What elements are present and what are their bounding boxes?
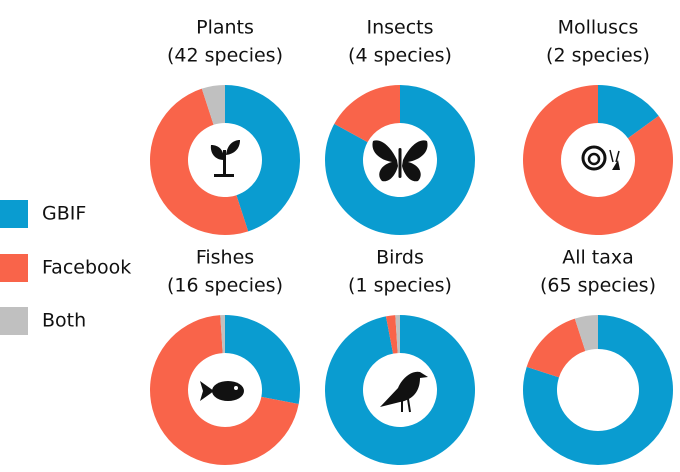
texts: Plants (42 species) Insects (4 species) Moll… bbox=[0, 17, 656, 335]
icons bbox=[200, 140, 620, 413]
donut-slice bbox=[526, 318, 586, 378]
donut-slice bbox=[201, 85, 225, 125]
legend-label: Facebook bbox=[42, 257, 131, 279]
legend-swatch bbox=[0, 254, 28, 282]
donut-slice bbox=[334, 85, 400, 143]
snail-icon bbox=[578, 145, 620, 171]
chart-subtitle: (65 species) bbox=[540, 275, 656, 297]
chart-subtitle: (42 species) bbox=[167, 45, 283, 67]
chart-title: All taxa bbox=[562, 247, 634, 269]
donut-slice bbox=[325, 85, 475, 235]
chart-title: Fishes bbox=[196, 247, 254, 269]
donut-slice bbox=[220, 315, 225, 354]
chart-subtitle: (2 species) bbox=[546, 45, 650, 67]
donut-slice bbox=[225, 315, 300, 405]
legend-label: Both bbox=[42, 310, 86, 332]
donut-slice bbox=[574, 315, 598, 352]
chart-subtitle: (16 species) bbox=[167, 275, 283, 297]
butterfly-icon bbox=[372, 140, 428, 182]
chart-title: Molluscs bbox=[558, 17, 639, 39]
donut-slice bbox=[523, 315, 674, 465]
chart-subtitle: (1 species) bbox=[348, 275, 452, 297]
chart-title: Plants bbox=[196, 17, 254, 39]
donut-slice bbox=[598, 85, 659, 139]
donut-slice bbox=[385, 315, 398, 354]
legend-swatch bbox=[0, 200, 28, 228]
legend-label: GBIF bbox=[42, 203, 86, 225]
bird-icon bbox=[380, 371, 428, 413]
donuts bbox=[149, 85, 674, 466]
fish-icon bbox=[200, 381, 244, 401]
chart-title: Birds bbox=[376, 247, 424, 269]
donut-slice bbox=[395, 315, 400, 354]
donut-slice bbox=[523, 85, 674, 236]
plant-icon bbox=[210, 140, 240, 177]
donut-slice bbox=[150, 88, 249, 235]
donut-slice bbox=[325, 315, 476, 466]
donut-slice bbox=[149, 315, 299, 466]
chart-title: Insects bbox=[366, 17, 433, 39]
legend-swatch bbox=[0, 307, 28, 335]
donut-slice bbox=[225, 85, 300, 232]
chart-subtitle: (4 species) bbox=[348, 45, 452, 67]
